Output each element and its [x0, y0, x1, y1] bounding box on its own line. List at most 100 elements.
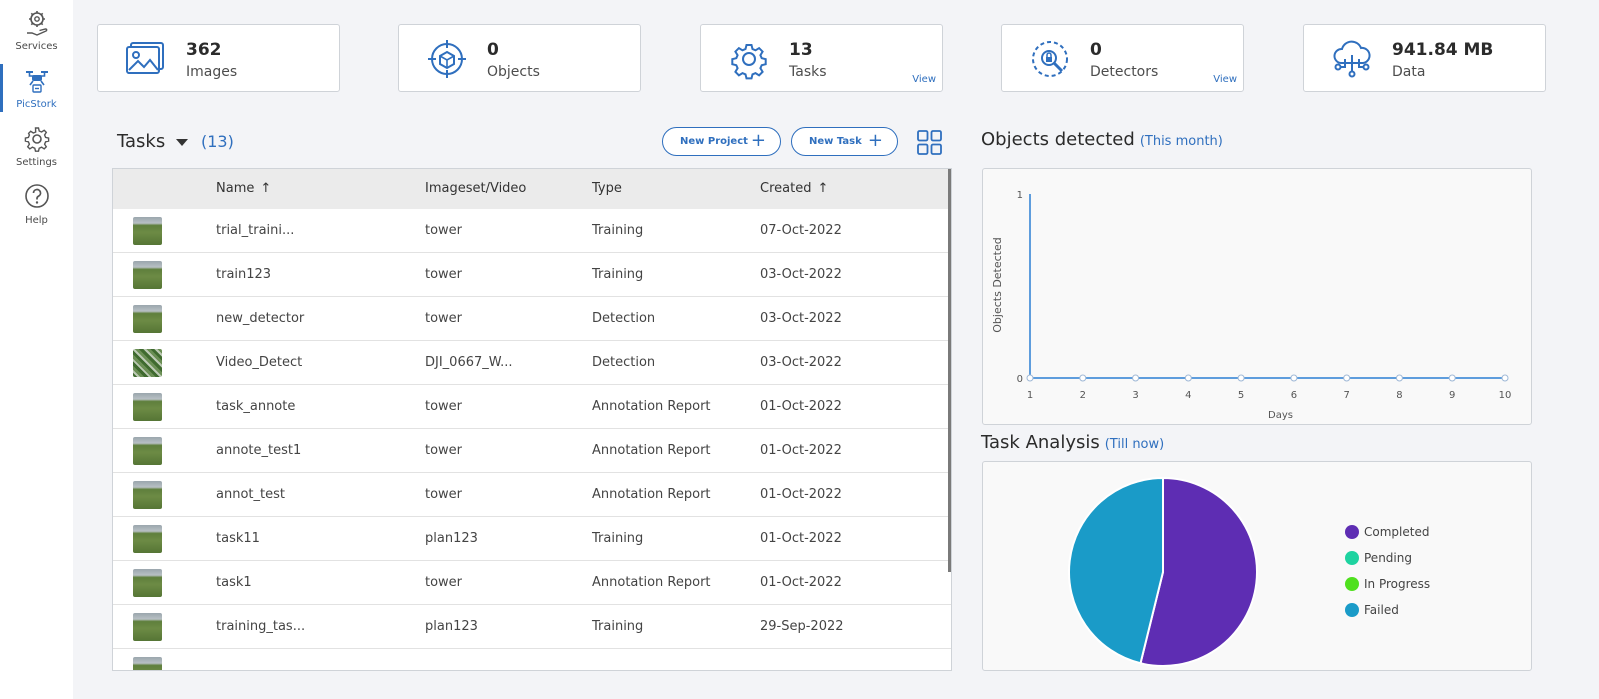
stat-card-tasks: 13 Tasks View — [700, 24, 943, 92]
column-header-imageset[interactable]: Imageset/Video — [425, 181, 526, 196]
sidebar-item-settings[interactable]: Settings — [0, 124, 73, 182]
table-row[interactable]: task11 plan123 Training 01-Oct-2022 — [113, 517, 951, 561]
task-analysis-title: Task Analysis (Till now) — [981, 432, 1164, 453]
stat-label: Objects — [487, 64, 540, 80]
objects-detected-title: Objects detected (This month) — [981, 129, 1223, 150]
legend-label: Pending — [1364, 551, 1412, 565]
task-type: Annotation Report — [592, 575, 711, 590]
table-row[interactable]: task1 tower Annotation Report 01-Oct-202… — [113, 561, 951, 605]
tasks-icon — [731, 44, 767, 80]
table-row[interactable]: annot_test tower Annotation Report 01-Oc… — [113, 473, 951, 517]
task-imageset: tower — [425, 267, 463, 282]
x-tick-label: 2 — [1080, 390, 1086, 401]
task-created: 01-Oct-2022 — [760, 487, 842, 502]
x-tick-label: 9 — [1449, 390, 1455, 401]
sort-up-icon: ↑ — [817, 181, 829, 196]
x-tick-label: 7 — [1343, 390, 1349, 401]
new-task-label: New Task — [809, 136, 862, 147]
sidebar-item-help[interactable]: Help — [0, 182, 73, 240]
table-row[interactable]: Video_Detect DJI_0667_W... Detection 03-… — [113, 341, 951, 385]
new-project-button[interactable]: New Project + — [662, 127, 781, 156]
legend-marker — [1345, 525, 1359, 539]
table-row[interactable]: task_annote tower Annotation Report 01-O… — [113, 385, 951, 429]
task-name: annot_test — [216, 487, 285, 502]
column-header-label: Created — [760, 181, 812, 196]
cloud-data-icon — [1333, 40, 1371, 78]
stat-label: Tasks — [789, 64, 827, 80]
task-thumbnail — [133, 217, 162, 245]
y-tick-label: 1 — [1017, 190, 1023, 201]
x-tick-label: 3 — [1132, 390, 1138, 401]
task-created: 03-Oct-2022 — [760, 267, 842, 282]
grid-view-icon[interactable] — [917, 130, 942, 155]
stat-card-detectors: 0 Detectors View — [1001, 24, 1244, 92]
legend-marker — [1345, 577, 1359, 591]
images-icon — [126, 42, 164, 74]
data-point — [1079, 374, 1087, 382]
column-header-label: Imageset/Video — [425, 181, 527, 196]
data-point — [1501, 374, 1509, 382]
new-task-button[interactable]: New Task + — [791, 127, 898, 156]
task-thumbnail — [133, 349, 162, 377]
x-tick-label: 10 — [1499, 390, 1512, 401]
sidebar-item-picstork[interactable]: PicStork — [0, 64, 73, 124]
task-created: 07-Oct-2022 — [760, 223, 842, 238]
task-created: 29-Sep-2022 — [760, 619, 844, 634]
tasks-view-link[interactable]: View — [912, 74, 936, 85]
task-imageset: tower — [425, 399, 463, 414]
detectors-icon — [1032, 41, 1068, 77]
new-project-label: New Project — [680, 136, 748, 147]
task-name: new_detector — [216, 311, 305, 326]
x-tick-label: 4 — [1185, 390, 1191, 401]
chevron-down-icon[interactable] — [176, 139, 188, 146]
sidebar-item-services[interactable]: Services — [0, 8, 73, 66]
stat-value: 0 — [1090, 40, 1102, 60]
stat-label: Images — [186, 64, 238, 80]
x-tick-label: 1 — [1027, 390, 1033, 401]
stat-value: 362 — [186, 40, 222, 60]
task-created: 03-Oct-2022 — [760, 311, 842, 326]
task-type: Annotation Report — [592, 487, 711, 502]
task-name: train123 — [216, 267, 272, 282]
task-type: Training — [592, 531, 644, 546]
data-point — [1184, 374, 1192, 382]
table-row[interactable] — [113, 649, 951, 670]
column-header-name[interactable]: Name ↑ — [216, 181, 271, 196]
task-created: 01-Oct-2022 — [760, 399, 842, 414]
column-header-label: Name — [216, 181, 255, 196]
column-header-created[interactable]: Created ↑ — [760, 181, 828, 196]
task-created: 01-Oct-2022 — [760, 443, 842, 458]
task-analysis-period: (Till now) — [1104, 437, 1165, 452]
task-name: task11 — [216, 531, 260, 546]
help-icon — [24, 184, 49, 208]
table-row[interactable]: annote_test1 tower Annotation Report 01-… — [113, 429, 951, 473]
task-thumbnail — [133, 437, 162, 465]
sidebar: Services PicStork Settings Help — [0, 0, 73, 699]
table-row[interactable]: new_detector tower Detection 03-Oct-2022 — [113, 297, 951, 341]
task-imageset: tower — [425, 443, 463, 458]
task-name: trial_traini... — [216, 223, 295, 238]
legend-marker — [1345, 603, 1359, 617]
column-header-type[interactable]: Type — [592, 181, 622, 196]
task-imageset: plan123 — [425, 531, 478, 546]
stat-label: Detectors — [1090, 64, 1159, 80]
services-icon — [26, 11, 47, 36]
legend-item-completed: Completed — [1345, 524, 1429, 540]
task-analysis-heading: Task Analysis — [981, 432, 1100, 453]
table-row[interactable]: trial_traini... tower Training 07-Oct-20… — [113, 209, 951, 253]
table-row[interactable]: train123 tower Training 03-Oct-2022 — [113, 253, 951, 297]
task-type: Annotation Report — [592, 443, 711, 458]
task-name: training_tas... — [216, 619, 306, 634]
x-tick-label: 8 — [1396, 390, 1402, 401]
detectors-view-link[interactable]: View — [1213, 74, 1237, 85]
task-type: Training — [592, 619, 644, 634]
table-row[interactable]: training_tas... plan123 Training 29-Sep-… — [113, 605, 951, 649]
task-type: Training — [592, 223, 644, 238]
data-point — [1395, 374, 1403, 382]
drone-icon — [25, 71, 48, 93]
task-thumbnail — [133, 393, 162, 421]
task-thumbnail — [133, 569, 162, 597]
x-tick-label: 6 — [1291, 390, 1297, 401]
table-scrollbar[interactable] — [948, 169, 951, 572]
